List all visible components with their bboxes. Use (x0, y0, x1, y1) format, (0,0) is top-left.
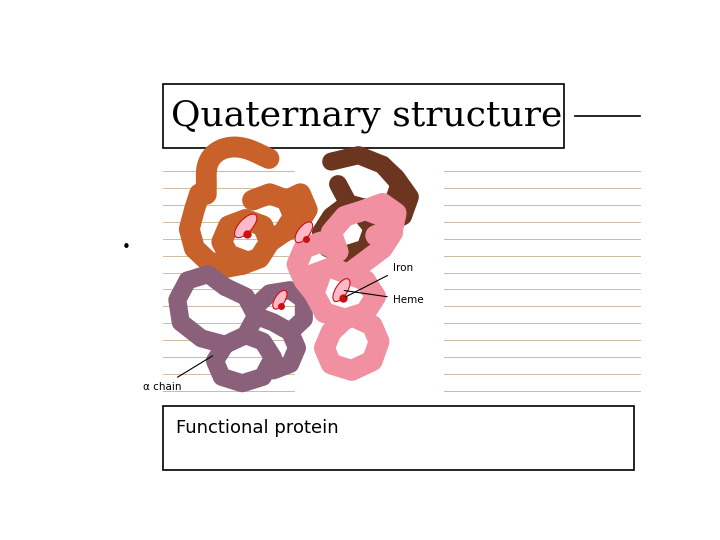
Ellipse shape (235, 214, 257, 238)
Ellipse shape (273, 291, 287, 309)
Text: Functional protein: Functional protein (176, 420, 339, 437)
Text: Iron: Iron (346, 262, 413, 297)
Text: •: • (122, 240, 131, 255)
Ellipse shape (295, 222, 312, 242)
FancyBboxPatch shape (163, 406, 634, 470)
Text: Heme: Heme (344, 291, 423, 305)
Text: Quaternary structure: Quaternary structure (171, 99, 562, 133)
Ellipse shape (333, 279, 350, 302)
FancyBboxPatch shape (163, 84, 564, 148)
Text: α chain: α chain (143, 356, 212, 392)
